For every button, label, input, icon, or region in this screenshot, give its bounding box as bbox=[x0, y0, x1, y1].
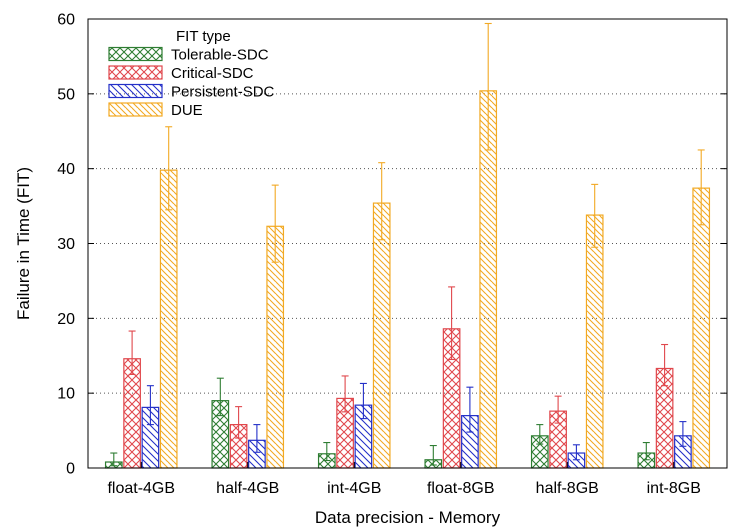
error-bar-tolerable-sdc-half-4GB bbox=[216, 377, 224, 417]
legend-label: Tolerable-SDC bbox=[171, 47, 269, 64]
legend-swatch bbox=[108, 83, 163, 99]
error-bar-tolerable-sdc-half-8GB bbox=[536, 424, 544, 445]
y-tick-label: 40 bbox=[57, 161, 75, 178]
error-bar-tolerable-sdc-float-8GB bbox=[429, 444, 437, 466]
bar-due-float-4GB bbox=[159, 169, 178, 469]
error-bar-critical-sdc-half-8GB bbox=[554, 395, 562, 424]
y-axis-label: Failure in Time (FIT) bbox=[14, 167, 33, 320]
bar-critical-sdc-float-4GB bbox=[123, 358, 141, 469]
x-tick-label: int-8GB bbox=[647, 480, 701, 497]
x-tick-label: float-8GB bbox=[427, 480, 495, 497]
error-bar-persistent-sdc-half-4GB bbox=[253, 424, 261, 453]
y-tick-label: 0 bbox=[66, 461, 75, 478]
legend-title: FIT type bbox=[176, 28, 231, 45]
x-tick-label: half-8GB bbox=[536, 480, 599, 497]
bar-due-int-8GB bbox=[692, 187, 711, 469]
legend-label: Persistent-SDC bbox=[171, 84, 275, 101]
x-axis-ticks: float-4GB half-4GB int-4GB float-8GB half-8G… bbox=[107, 462, 701, 497]
legend-swatch bbox=[108, 102, 163, 117]
error-bar-persistent-sdc-float-8GB bbox=[466, 386, 474, 433]
legend-swatch bbox=[108, 46, 163, 62]
error-bar-persistent-sdc-int-4GB bbox=[359, 382, 367, 420]
error-bar-due-float-8GB bbox=[484, 22, 492, 151]
error-bar-critical-sdc-half-4GB bbox=[235, 406, 243, 439]
x-tick-label: int-4GB bbox=[327, 480, 381, 497]
y-tick-label: 20 bbox=[57, 311, 75, 328]
error-bars bbox=[110, 22, 705, 467]
legend-label: Critical-SDC bbox=[171, 65, 254, 82]
y-axis-ticks: 0 10 20 30 40 50 60 bbox=[57, 12, 727, 478]
error-bar-due-int-4GB bbox=[378, 162, 386, 241]
error-bar-critical-sdc-float-4GB bbox=[128, 330, 136, 376]
x-axis-label: Data precision - Memory bbox=[315, 508, 501, 527]
grid-lines bbox=[88, 93, 727, 394]
y-tick-label: 60 bbox=[57, 12, 75, 29]
bar-due-int-4GB bbox=[372, 202, 391, 469]
error-bar-tolerable-sdc-float-4GB bbox=[110, 452, 118, 467]
error-bar-due-int-8GB bbox=[697, 149, 705, 226]
error-bar-persistent-sdc-int-8GB bbox=[679, 421, 687, 447]
bars bbox=[104, 90, 711, 469]
error-bar-due-float-4GB bbox=[165, 126, 173, 211]
y-tick-label: 10 bbox=[57, 386, 75, 403]
x-tick-label: float-4GB bbox=[107, 480, 175, 497]
error-bar-persistent-sdc-float-4GB bbox=[146, 385, 154, 426]
legend-label: DUE bbox=[171, 102, 203, 119]
error-bar-critical-sdc-float-8GB bbox=[448, 286, 456, 361]
error-bar-critical-sdc-int-4GB bbox=[341, 375, 349, 413]
x-tick-label: half-4GB bbox=[216, 480, 279, 497]
error-bar-due-half-4GB bbox=[271, 184, 279, 263]
y-tick-label: 50 bbox=[57, 86, 75, 103]
legend-swatch bbox=[108, 65, 163, 80]
bar-due-half-8GB bbox=[585, 214, 604, 469]
error-bar-persistent-sdc-half-8GB bbox=[572, 444, 580, 461]
y-tick-label: 30 bbox=[57, 236, 75, 253]
error-bar-critical-sdc-int-8GB bbox=[661, 343, 669, 387]
error-bar-tolerable-sdc-int-8GB bbox=[642, 442, 650, 461]
error-bar-tolerable-sdc-int-4GB bbox=[323, 442, 331, 462]
error-bar-due-half-8GB bbox=[591, 183, 599, 248]
